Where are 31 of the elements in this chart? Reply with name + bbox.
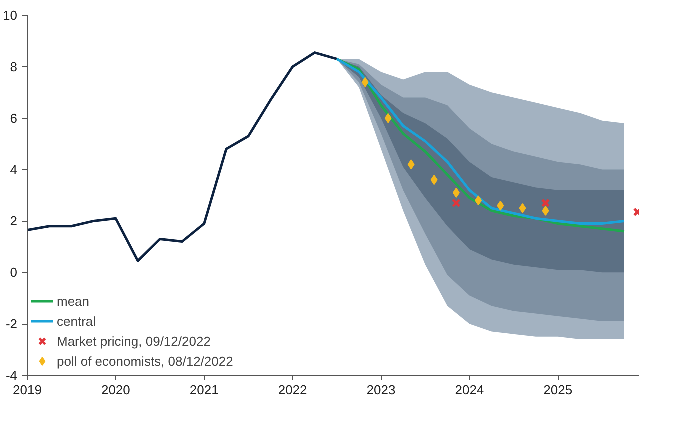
x-tick-label: 2024 <box>455 382 484 398</box>
y-tick-label: 10 <box>3 8 18 23</box>
legend-label: poll of economists, 08/12/2022 <box>57 354 234 368</box>
point <box>519 203 526 214</box>
point <box>430 175 438 186</box>
x-tick-label: 2019 <box>13 382 42 398</box>
x-tick-label: 2025 <box>544 382 573 398</box>
point <box>475 196 482 206</box>
point <box>542 206 550 216</box>
legend-label: Market pricing, 09/12/2022 <box>57 334 212 348</box>
point <box>384 113 392 124</box>
x-tick-label: 2020 <box>101 382 130 398</box>
y-tick-label: -4 <box>6 368 18 383</box>
y-tick-label: 4 <box>10 162 18 178</box>
x-tick-label: 2023 <box>366 382 396 398</box>
legend-label: central <box>57 314 98 328</box>
line-series <box>28 52 338 262</box>
point <box>408 160 415 170</box>
y-tick-label: 0 <box>10 265 18 280</box>
point <box>452 198 461 208</box>
y-tick-label: -2 <box>6 316 18 332</box>
point <box>541 198 550 208</box>
point <box>452 188 460 198</box>
y-tick-label: 2 <box>10 214 18 229</box>
x-tick-label: 2022 <box>278 382 308 398</box>
x-tick-label: 2021 <box>190 382 219 398</box>
y-tick-label: 6 <box>10 110 18 126</box>
point <box>497 200 504 211</box>
y-tick-label: 8 <box>10 59 18 74</box>
point <box>362 77 369 88</box>
legend-label: mean <box>57 294 91 308</box>
